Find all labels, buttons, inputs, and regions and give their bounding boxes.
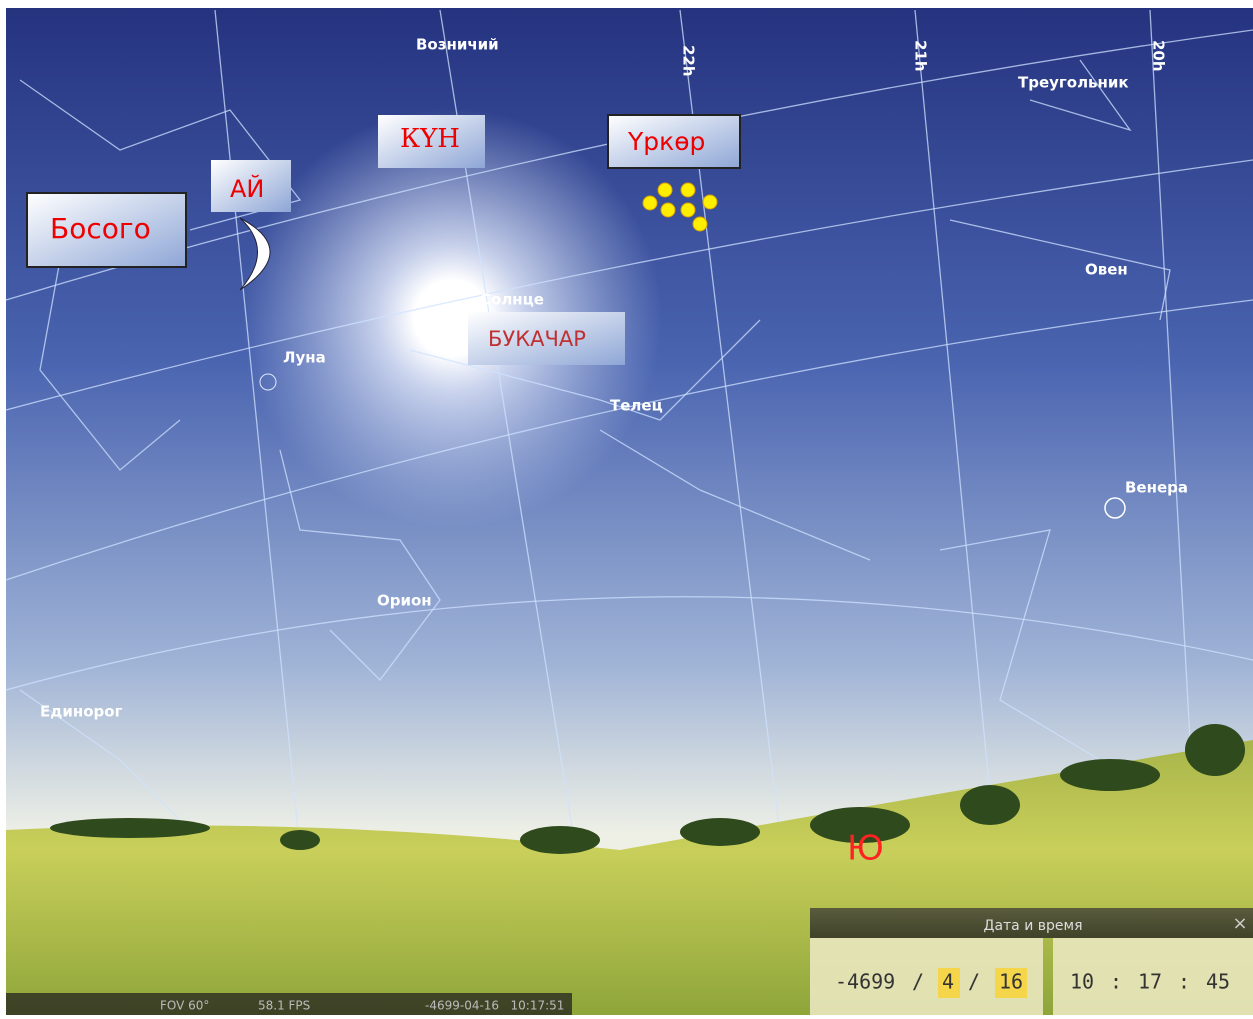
time-field[interactable] [1053, 938, 1253, 1015]
sky-label: Овен [1085, 261, 1128, 279]
second[interactable]: 45 [1206, 970, 1230, 994]
fov: FOV 60° [160, 999, 209, 1013]
status-datetime: -4699-04-16 10:17:51 [425, 999, 564, 1013]
trees [50, 724, 1245, 854]
hour-label: 20h [1150, 40, 1168, 72]
month[interactable]: 4 [942, 970, 954, 994]
annotation: АЙ [230, 174, 264, 203]
sky-label: Единорог [40, 703, 123, 721]
annotation-box [211, 160, 291, 212]
hour[interactable]: 10 [1070, 970, 1094, 994]
annotation: КҮН [400, 124, 460, 154]
sky-label: Треугольник [1018, 74, 1129, 92]
sky-label: Орион [377, 592, 432, 610]
annotation-box [607, 114, 741, 169]
hour-label: 22h [680, 45, 698, 77]
fps: 58.1 FPS [258, 999, 310, 1013]
annotation: Ю [847, 829, 884, 869]
annotation: БУКАЧАР [488, 327, 586, 351]
moon-marker [259, 373, 277, 391]
minute[interactable]: 17 [1138, 970, 1162, 994]
sky-label: Венера [1125, 479, 1188, 497]
annotation-box [468, 312, 625, 365]
status-bar [6, 993, 572, 1015]
separator: : [1110, 970, 1122, 994]
annotation-box [26, 192, 187, 268]
separator: / [968, 970, 980, 994]
day-highlight [995, 968, 1027, 998]
separator: / [912, 970, 924, 994]
month-highlight [938, 968, 960, 998]
sky-label: Луна [283, 349, 326, 367]
crescent-moon [239, 217, 271, 291]
sky-label: Солнце [480, 291, 544, 309]
annotation-box [378, 115, 485, 168]
annotation: Босого [50, 212, 151, 245]
sky-label: Телец [610, 397, 663, 415]
close-button[interactable]: × [1232, 913, 1247, 934]
hour-label: 21h [912, 40, 930, 72]
separator: : [1178, 970, 1190, 994]
panel-header [810, 908, 1253, 938]
panel-title: Дата и время [984, 918, 1083, 934]
year[interactable]: -4699 [835, 970, 895, 994]
pleiades-stars [642, 182, 718, 232]
day[interactable]: 16 [999, 970, 1023, 994]
sky-label: Возничий [416, 36, 499, 54]
venus-marker [1104, 497, 1126, 519]
annotation: Үркөр [627, 127, 705, 156]
